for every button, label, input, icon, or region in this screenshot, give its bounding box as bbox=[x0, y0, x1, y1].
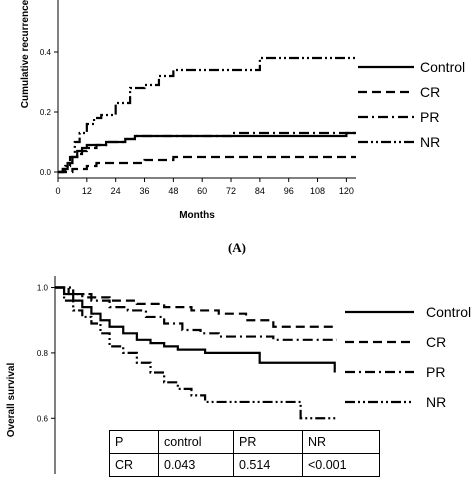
x-tick-label: 0 bbox=[55, 186, 60, 196]
legend-label-pr: PR bbox=[420, 109, 439, 125]
series-line-cr bbox=[58, 155, 356, 174]
p-table-cell: 0.514 bbox=[233, 453, 303, 477]
x-tick-label: 108 bbox=[310, 186, 325, 196]
p-table-cell: <0.001 bbox=[302, 453, 380, 477]
y-axis-label: Cumulative recurrence bbox=[20, 0, 31, 108]
series-line-control bbox=[55, 286, 336, 373]
p-table-header-row: P control PR NR bbox=[109, 430, 380, 454]
x-tick-label: 36 bbox=[140, 186, 150, 196]
x-tick-label: 96 bbox=[284, 186, 294, 196]
p-table-cell: 0.043 bbox=[158, 453, 234, 477]
series-line-nr bbox=[55, 286, 337, 420]
p-value-table: P control PR NR CR 0.043 0.514 <0.001 bbox=[109, 430, 380, 477]
series-line-cr bbox=[55, 286, 337, 328]
series-line-pr bbox=[55, 286, 337, 341]
legend-label-control: Control bbox=[420, 59, 465, 75]
p-table-header-cell: PR bbox=[233, 430, 303, 454]
y-tick-label: 0.0 bbox=[40, 168, 52, 177]
series-line-nr bbox=[58, 56, 356, 174]
x-axis-label: Months bbox=[179, 210, 215, 221]
p-table-header-cell: P bbox=[109, 430, 159, 454]
x-tick-label: 24 bbox=[111, 186, 121, 196]
x-tick-label: 12 bbox=[82, 186, 92, 196]
legend-label-nr: NR bbox=[426, 394, 446, 410]
p-table-cell: CR bbox=[109, 453, 159, 477]
p-table-row: CR 0.043 0.514 <0.001 bbox=[109, 453, 380, 477]
chart-a-cumulative-recurrence: 0.00.20.40.601224364860728496108120Month… bbox=[20, 0, 465, 221]
legend-label-pr: PR bbox=[426, 364, 445, 380]
p-table-header-cell: NR bbox=[302, 430, 380, 454]
x-tick-label: 72 bbox=[226, 186, 236, 196]
y-tick-label: 1.0 bbox=[37, 284, 49, 293]
y-tick-label: 0.4 bbox=[40, 48, 52, 57]
legend-label-nr: NR bbox=[420, 134, 440, 150]
y-axis-label: Overall survival bbox=[6, 363, 17, 438]
legend-label-cr: CR bbox=[420, 84, 440, 100]
y-tick-label: 0.6 bbox=[37, 414, 49, 423]
panel-a-label: (A) bbox=[227, 240, 247, 255]
y-tick-label: 0.8 bbox=[37, 349, 49, 358]
p-table-header-cell: control bbox=[158, 430, 234, 454]
legend-label-control: Control bbox=[426, 304, 471, 320]
x-tick-label: 60 bbox=[197, 186, 207, 196]
series-line-control bbox=[58, 131, 356, 174]
x-tick-label: 84 bbox=[255, 186, 265, 196]
y-tick-label: 0.2 bbox=[40, 108, 52, 117]
series-line-pr bbox=[58, 131, 356, 174]
x-tick-label: 120 bbox=[339, 186, 354, 196]
x-tick-label: 48 bbox=[168, 186, 178, 196]
legend-label-cr: CR bbox=[426, 334, 446, 350]
